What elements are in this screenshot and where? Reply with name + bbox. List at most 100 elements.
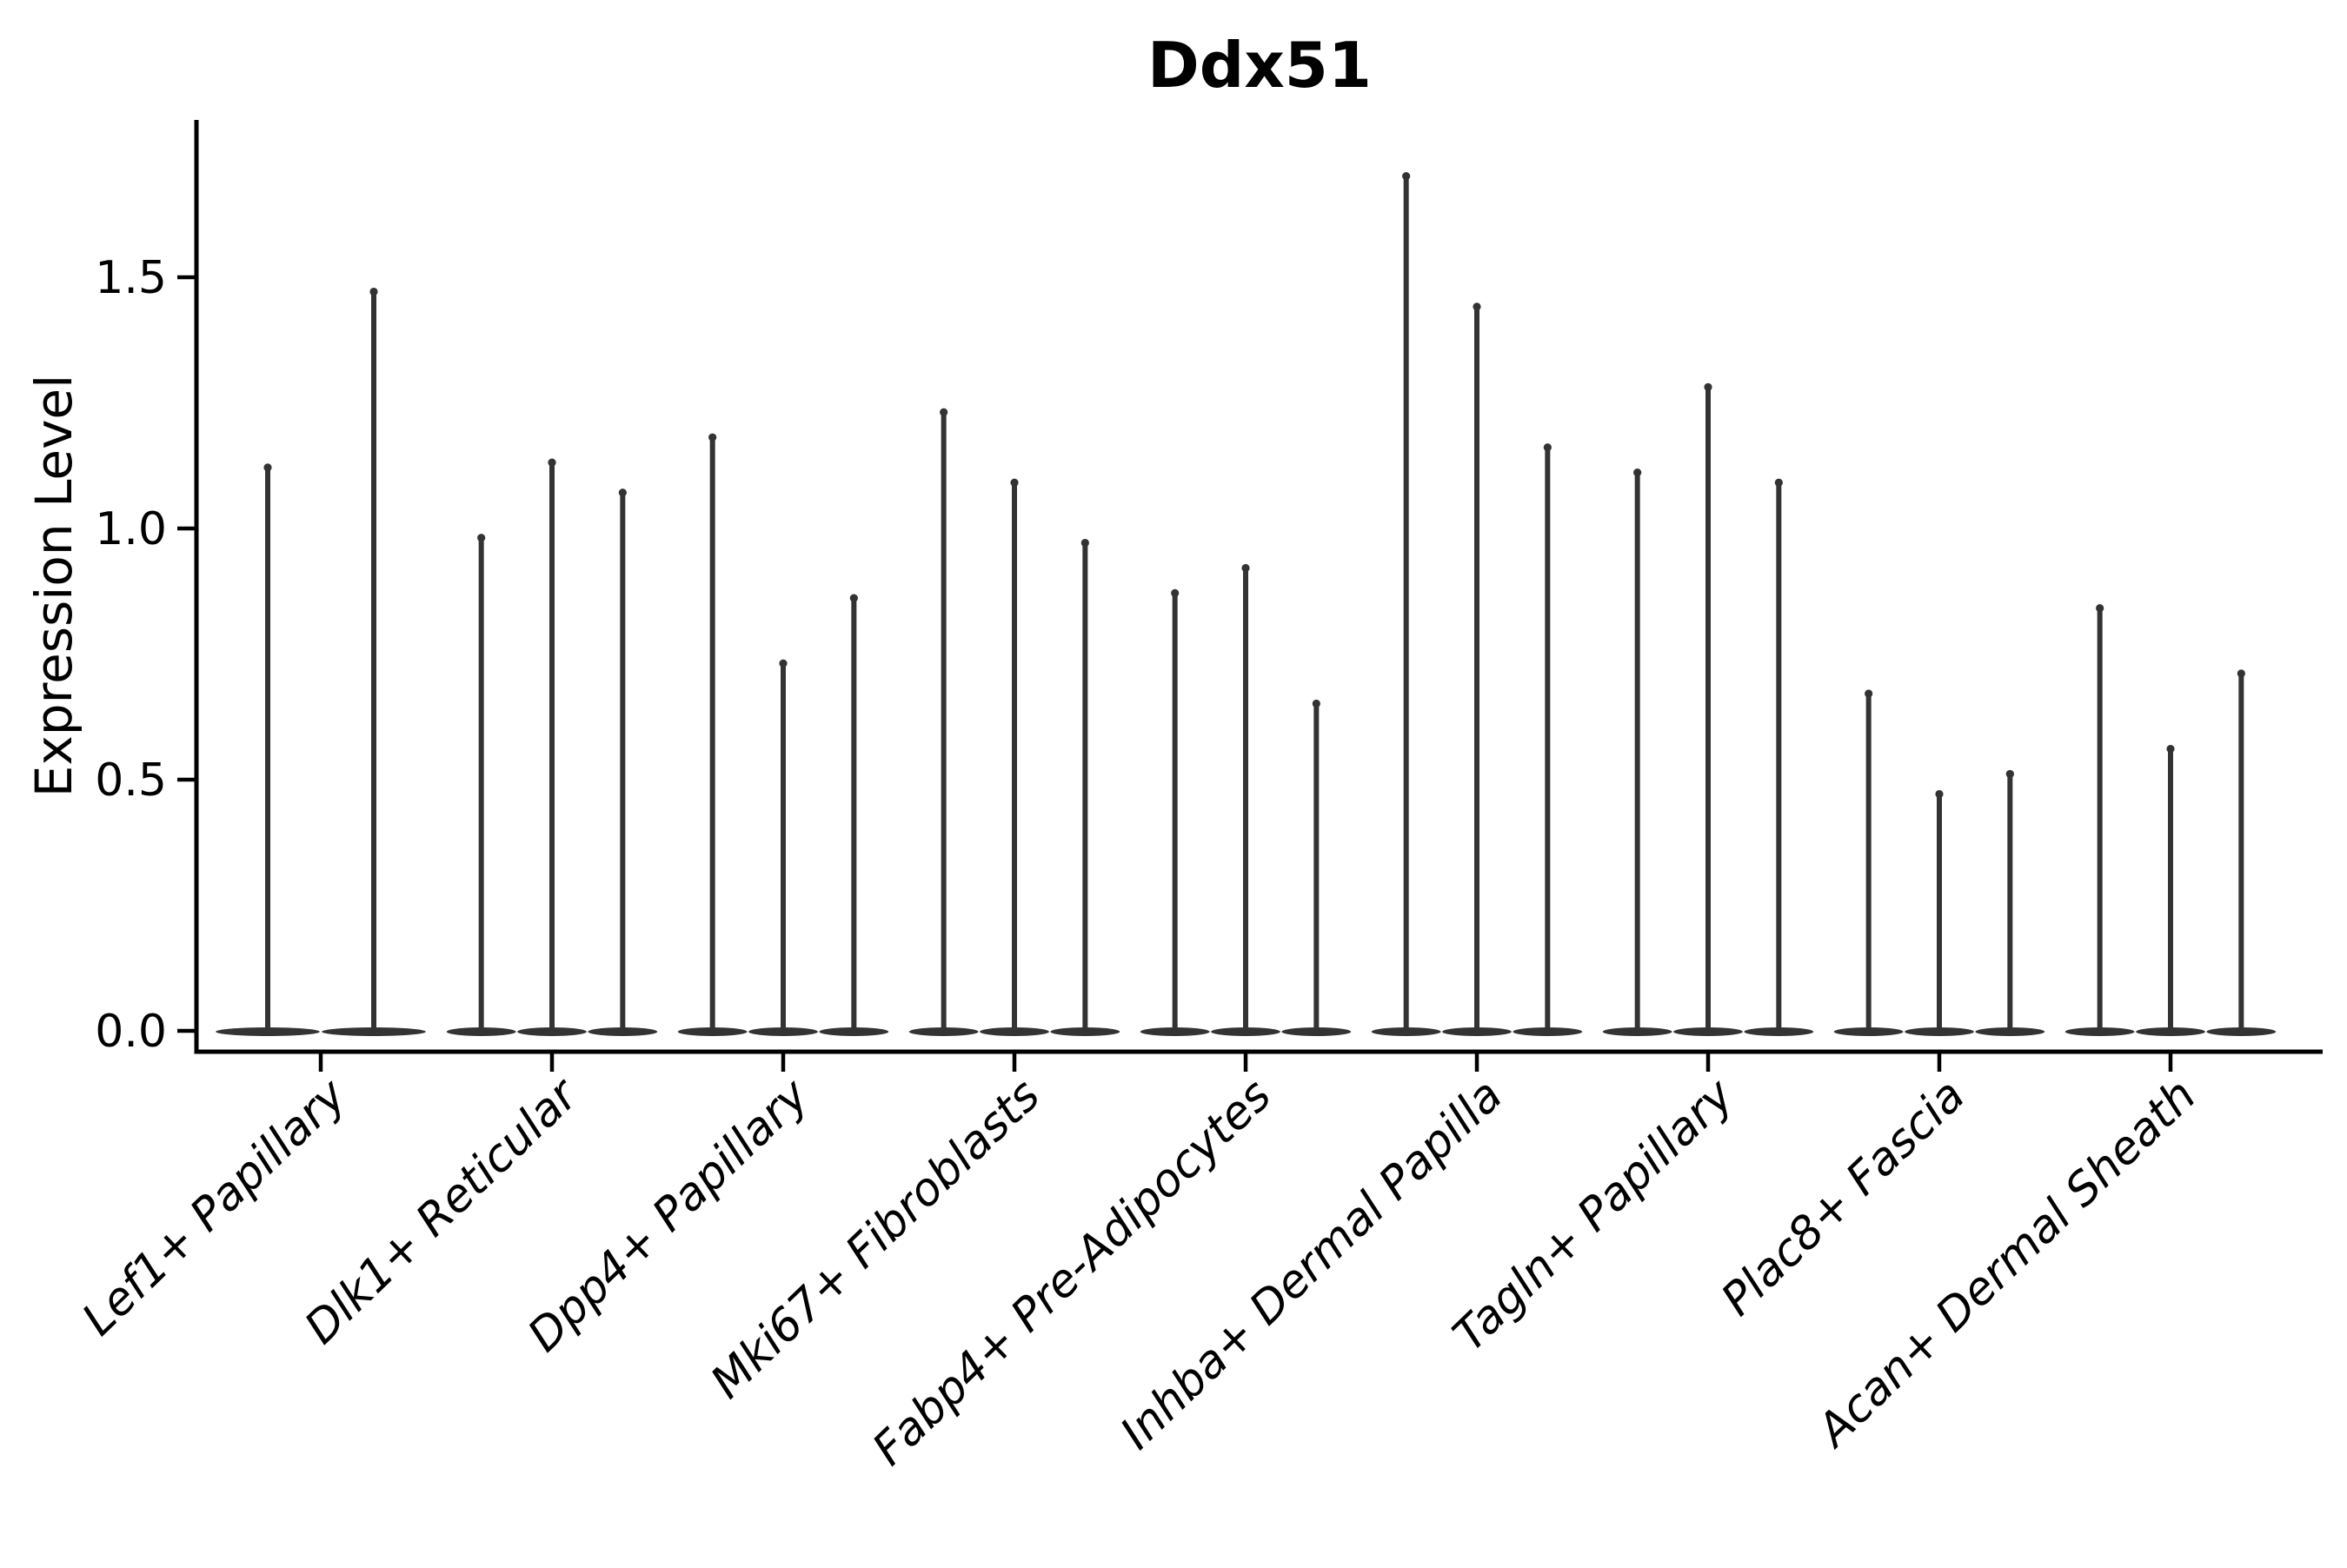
violin — [1602, 468, 1672, 1036]
violin-stem — [1776, 483, 1782, 1033]
violin — [1975, 769, 2045, 1036]
y-tick-label: 1.0 — [95, 503, 167, 555]
violin-stem — [620, 493, 626, 1033]
violin-tip — [1935, 789, 1944, 799]
violin-stem — [1313, 704, 1320, 1033]
violin — [677, 433, 748, 1036]
violin — [1211, 563, 1280, 1036]
violin-tip — [2237, 669, 2245, 678]
violin-stem — [371, 292, 376, 1033]
violin-stem — [1082, 543, 1088, 1033]
violin-stem — [709, 438, 715, 1033]
violin-tip — [548, 458, 556, 467]
violin-tip — [618, 488, 627, 497]
violin — [1050, 538, 1120, 1036]
violin — [517, 458, 587, 1036]
violin-tip — [849, 594, 858, 602]
violin-stem — [1474, 307, 1479, 1033]
violin — [2136, 744, 2205, 1036]
violin — [446, 534, 516, 1036]
violin — [216, 463, 320, 1036]
violin-tip — [2166, 744, 2175, 754]
violin-tip — [1402, 172, 1411, 181]
axes-spines — [194, 120, 2323, 1054]
violin — [1833, 689, 1904, 1036]
violin-stem — [1243, 568, 1248, 1033]
violin-group — [2064, 604, 2277, 1036]
y-axis-ticks: 0.0 0.5 1.0 1.5 — [95, 252, 196, 1058]
violin-stem — [1937, 794, 1942, 1033]
x-tick-label: Fabp4+ Pre-Adipocytes — [863, 1069, 1281, 1476]
violin-stem — [1634, 473, 1640, 1033]
violin — [1513, 443, 1583, 1036]
violin-tip — [1704, 382, 1712, 391]
violin-stem — [781, 664, 786, 1033]
violin-stem — [2007, 774, 2013, 1033]
violin-stem — [941, 413, 947, 1033]
violin-stem — [265, 468, 270, 1033]
violin — [1744, 478, 1814, 1036]
violin-group — [216, 287, 426, 1036]
violin — [1673, 382, 1743, 1036]
violin-stem — [851, 599, 857, 1033]
violin-group — [1371, 172, 1583, 1036]
violin — [1281, 699, 1352, 1036]
y-tick-label: 0.5 — [95, 754, 167, 807]
violin — [2206, 669, 2277, 1036]
violin-tip — [1010, 478, 1019, 487]
y-axis-label: Expression Level — [24, 375, 83, 797]
violin — [1140, 588, 1210, 1036]
violin-tip — [1312, 699, 1320, 708]
x-tick-label: Plac8+ Fascia — [1712, 1069, 1975, 1325]
violin-stem — [1545, 448, 1551, 1033]
violin-tip — [1774, 478, 1783, 487]
violin-tip — [263, 463, 272, 472]
violin-group — [1140, 563, 1352, 1036]
violin-tip — [1865, 689, 1873, 698]
violin-group — [1833, 689, 2045, 1036]
violin-group — [1602, 382, 1814, 1036]
chart-title: Ddx51 — [1147, 29, 1372, 102]
violin-tip — [1241, 563, 1250, 573]
violin — [980, 478, 1049, 1036]
violin-tip — [477, 534, 486, 542]
violin-stem — [2238, 674, 2244, 1033]
violin-tip — [1080, 538, 1089, 548]
violin-stem — [1012, 483, 1017, 1033]
violin-stem — [478, 538, 484, 1033]
x-tick-label: Inhba+ Dermal Papilla — [1111, 1069, 1513, 1459]
violin — [588, 488, 658, 1036]
violin-stem — [2168, 749, 2173, 1033]
violin-tip — [2096, 604, 2104, 613]
violin — [819, 594, 889, 1036]
violin-group — [446, 458, 658, 1036]
violin-stem — [1865, 694, 1872, 1033]
violin-tip — [1633, 468, 1642, 477]
violin-group — [908, 408, 1120, 1036]
violin — [1905, 789, 1974, 1036]
y-tick-label: 1.5 — [95, 252, 167, 304]
violin — [748, 659, 818, 1036]
violin-tip — [1543, 443, 1552, 452]
violin-tip — [1473, 302, 1481, 311]
violin-tip — [2005, 769, 2014, 779]
violin — [1442, 302, 1512, 1036]
violin — [2064, 604, 2135, 1036]
violin-tip — [369, 287, 378, 296]
violins-layer — [216, 172, 2277, 1036]
violin-tip — [708, 433, 717, 442]
violin-tip — [940, 408, 948, 416]
violin-tip — [779, 659, 788, 668]
x-tick-label: Acan+ Dermal Sheath — [1806, 1069, 2206, 1458]
violin — [1371, 172, 1441, 1036]
violin — [908, 408, 979, 1036]
violin-group — [677, 433, 889, 1036]
violin — [322, 287, 426, 1036]
violin-stem — [2097, 608, 2103, 1033]
violin-tip — [1171, 588, 1180, 597]
violin-stem — [1705, 388, 1711, 1033]
violin-stem — [549, 463, 555, 1033]
